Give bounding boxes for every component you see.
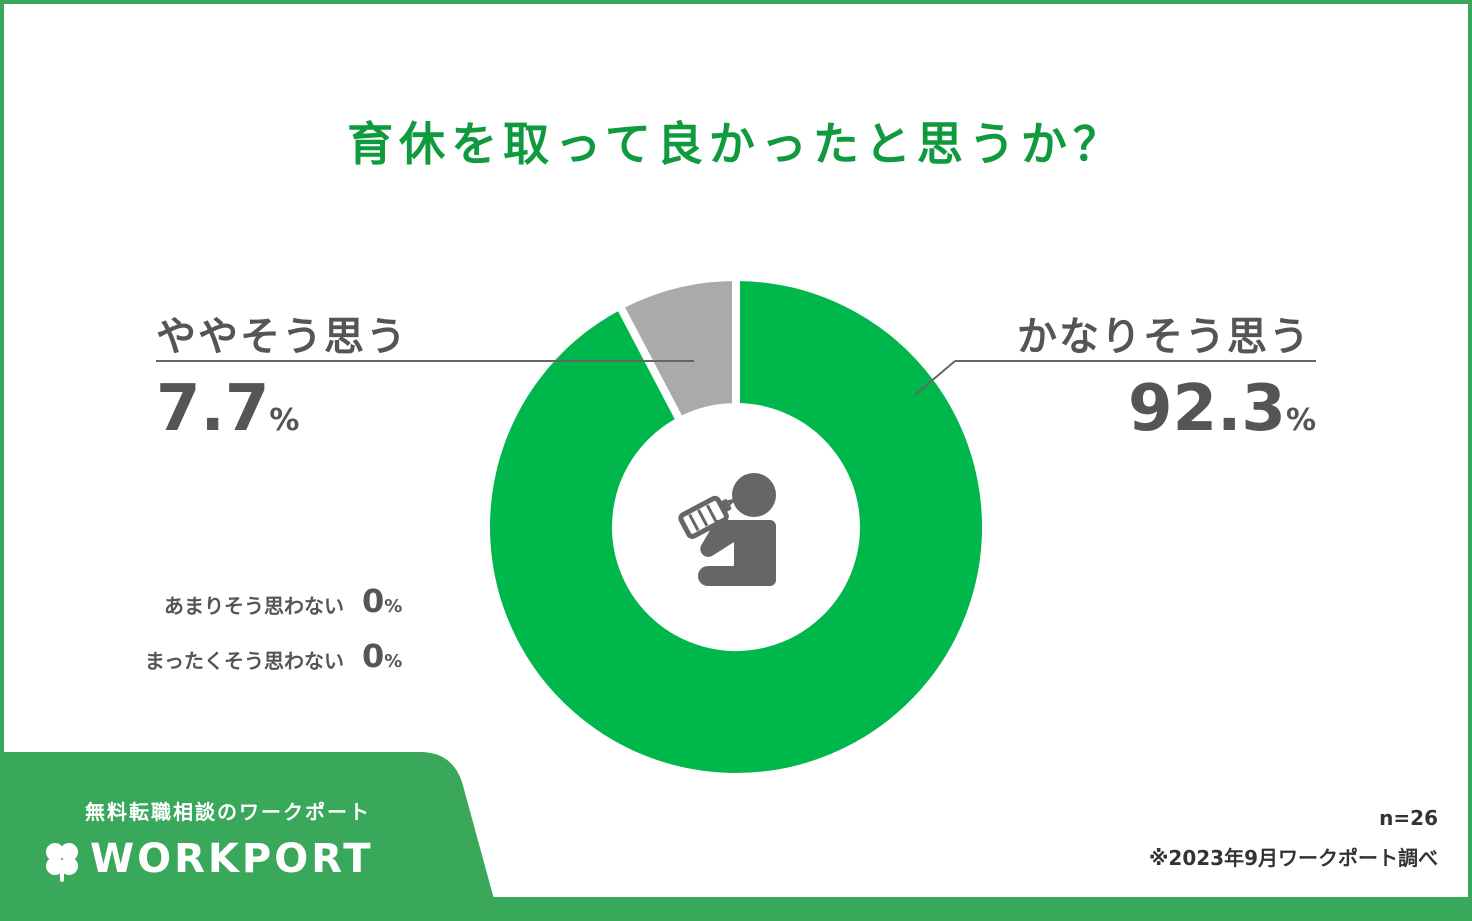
brand-tagline: 無料転職相談のワークポート bbox=[85, 800, 371, 824]
never-percent-sign: % bbox=[384, 651, 403, 672]
baby-bottle-person-icon bbox=[678, 473, 776, 586]
minor-category-label: ややそう思う bbox=[156, 314, 408, 360]
rare-percent: 0% bbox=[362, 582, 402, 620]
workport-logo: WORKPORT bbox=[40, 836, 374, 883]
major-percent-sign: % bbox=[1285, 403, 1316, 438]
clover-icon bbox=[46, 843, 78, 882]
sample-size: n=26 bbox=[1379, 806, 1438, 830]
minor-value: 7.7 bbox=[156, 372, 270, 446]
rare-category-label: あまりそう思わない bbox=[164, 594, 344, 618]
slice-somewhat-agree bbox=[614, 272, 740, 427]
logo-wordmark: WORKPORT bbox=[90, 836, 374, 882]
slice-strongly-agree bbox=[482, 272, 990, 781]
minor-percent-sign: % bbox=[269, 403, 300, 438]
brand-badge bbox=[0, 752, 500, 921]
never-value: 0 bbox=[362, 637, 385, 675]
major-value: 92.3 bbox=[1128, 372, 1286, 446]
source-note: ※2023年9月ワークポート調べ bbox=[1148, 846, 1438, 870]
chart-title: 育休を取って良かったと思うか？ bbox=[347, 117, 1125, 171]
never-percent: 0% bbox=[362, 637, 402, 675]
leader-line-major bbox=[914, 360, 956, 396]
rare-percent-sign: % bbox=[384, 596, 403, 617]
major-percent: 92.3% bbox=[1128, 372, 1316, 446]
minor-percent: 7.7% bbox=[156, 372, 299, 446]
never-category-label: まったくそう思わない bbox=[144, 649, 344, 673]
major-category-label: かなりそう思う bbox=[1017, 314, 1311, 360]
rare-value: 0 bbox=[362, 582, 385, 620]
